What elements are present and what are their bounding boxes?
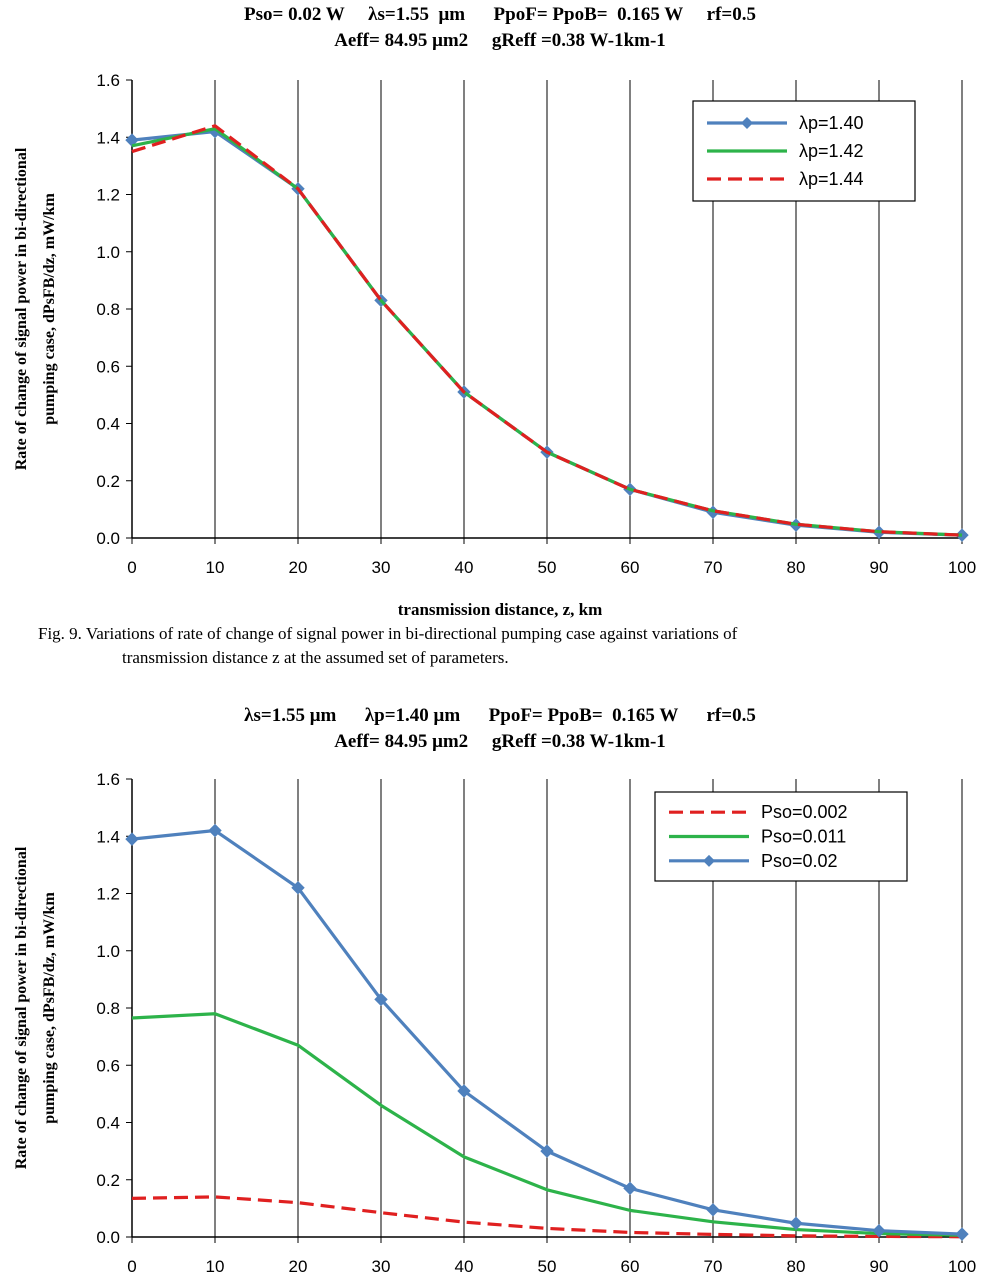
chart2-y-tick-label: 1.4 — [96, 827, 120, 846]
chart2-series-3-point — [623, 1181, 637, 1196]
figure-caption-line2: transmission distance z at the assumed s… — [122, 648, 509, 667]
chart1-y-tick-label: 0.4 — [96, 415, 120, 434]
chart2-x-tick-label: 60 — [621, 1257, 640, 1276]
chart2-y-tick-label: 1.2 — [96, 885, 120, 904]
chart1-y-tick-label: 0.8 — [96, 300, 120, 319]
chart1-legend-label-1: λp=1.40 — [799, 113, 864, 133]
chart1-series-line-3 — [131, 124, 963, 537]
chart2-series-3-point — [540, 1144, 554, 1158]
chart2-y-tick-label: 0.6 — [96, 1056, 120, 1075]
chart2-y-axis-label-line2: pumping case, dPsFB/dz, mW/km — [41, 892, 58, 1124]
chart1-x-tick-label: 100 — [948, 558, 976, 577]
chart1-x-tick-label: 80 — [787, 558, 806, 577]
chart2-y-tick-label: 0.4 — [96, 1114, 120, 1133]
chart2-x-tick-label: 70 — [704, 1257, 723, 1276]
chart1-series-1-point — [125, 133, 139, 147]
chart2-x-tick-label: 80 — [787, 1257, 806, 1276]
chart2-x-tick-label: 30 — [372, 1257, 391, 1276]
chart2-series-3-point — [374, 992, 388, 1007]
chart1-y-tick-label: 0.0 — [96, 529, 120, 548]
chart2-legend-label-3: Pso=0.02 — [761, 851, 838, 871]
chart2-title-line2: Aeff= 84.95 μm2 gReff =0.38 W-1km-1 — [334, 731, 666, 752]
chart2-legend-marker-3 — [703, 854, 715, 867]
chart1-y-tick-label: 0.6 — [96, 357, 120, 376]
chart1-x-axis-label: transmission distance, z, km — [397, 600, 603, 619]
chart1-legend-label-3: λp=1.44 — [799, 169, 864, 189]
chart1-x-tick-label: 50 — [538, 558, 557, 577]
chart2-y-tick-label: 1.0 — [96, 942, 120, 961]
chart2-series-3-point — [291, 881, 305, 895]
chart1-title-line1: Pso= 0.02 W λs=1.55 μm PpoF= PpoB= 0.165… — [244, 4, 756, 25]
chart1-x-tick-label: 60 — [621, 558, 640, 577]
chart2-y-axis-label-line1: Rate of change of signal power in bi-dir… — [13, 846, 30, 1169]
chart1-x-tick-label: 30 — [372, 558, 391, 577]
chart2-series-3-point — [457, 1084, 471, 1098]
chart1-y-tick-label: 0.2 — [96, 472, 120, 491]
chart1-legend-label-2: λp=1.42 — [799, 141, 864, 161]
chart1-x-tick-label: 0 — [127, 558, 136, 577]
chart1-x-tick-label: 90 — [870, 558, 889, 577]
chart2-x-tick-label: 50 — [538, 1257, 557, 1276]
chart2-title-line1: λs=1.55 μm λp=1.40 μm PpoF= PpoB= 0.165 … — [244, 705, 756, 726]
chart2-series-3-point — [789, 1216, 803, 1230]
chart2-legend-label-2: Pso=0.011 — [761, 827, 846, 847]
chart1-y-axis-label-line1: Rate of change of signal power in bi-dir… — [13, 147, 30, 470]
chart2-x-tick-label: 0 — [127, 1257, 136, 1276]
chart1-y-axis-label-line2: pumping case, dPsFB/dz, mW/km — [41, 193, 58, 425]
chart1-x-tick-label: 70 — [704, 558, 723, 577]
chart1-x-tick-label: 20 — [289, 558, 308, 577]
chart2-y-tick-label: 0.2 — [96, 1171, 120, 1190]
chart1-x-tick-label: 10 — [206, 558, 225, 577]
chart2-y-tick-label: 0.0 — [96, 1228, 120, 1247]
chart2-x-tick-label: 100 — [948, 1257, 976, 1276]
chart1-title-line2: Aeff= 84.95 μm2 gReff =0.38 W-1km-1 — [334, 30, 666, 51]
chart2-x-tick-label: 20 — [289, 1257, 308, 1276]
chart2-series-3-point — [706, 1203, 720, 1217]
chart2-series-3-point — [955, 1227, 969, 1241]
chart1-legend-marker-1 — [741, 117, 753, 129]
chart1-y-tick-label: 1.4 — [96, 128, 120, 147]
chart2-legend-label-1: Pso=0.002 — [761, 802, 848, 822]
chart2-series-3-point — [872, 1223, 886, 1238]
chart2-series-3-point — [125, 832, 139, 846]
chart1-y-tick-label: 1.6 — [96, 71, 120, 90]
chart2-series-3-point — [208, 823, 222, 838]
chart2-y-tick-label: 1.6 — [96, 770, 120, 789]
chart2-x-tick-label: 90 — [870, 1257, 889, 1276]
chart1-y-tick-label: 1.2 — [96, 186, 120, 205]
chart2-x-tick-label: 10 — [206, 1257, 225, 1276]
chart1-y-tick-label: 1.0 — [96, 243, 120, 262]
chart2-series-line-1 — [131, 1195, 963, 1239]
chart2-series-line-2 — [131, 1012, 963, 1237]
chart1-x-tick-label: 40 — [455, 558, 474, 577]
figure-caption-line1: Fig. 9. Variations of rate of change of … — [38, 624, 738, 643]
chart2-y-tick-label: 0.8 — [96, 999, 120, 1018]
chart2-x-tick-label: 40 — [455, 1257, 474, 1276]
